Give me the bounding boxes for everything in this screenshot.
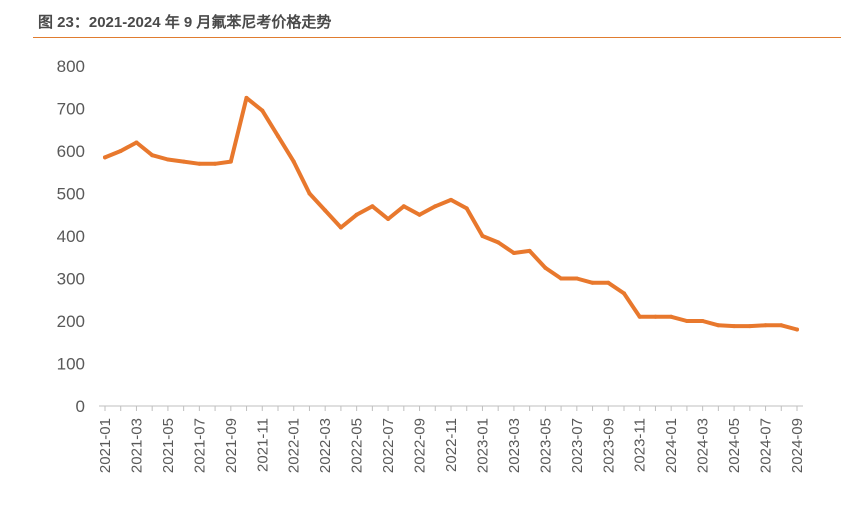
data-point [307, 191, 312, 196]
data-point [401, 204, 406, 209]
x-tick-label: 2021-11 [254, 418, 271, 472]
data-point [511, 251, 516, 255]
data-point [134, 140, 139, 145]
data-point [543, 265, 548, 270]
x-tick-label: 2021-09 [223, 418, 240, 473]
x-tick-label: 2022-07 [380, 418, 397, 473]
data-point [213, 161, 218, 166]
x-tick-label: 2022-09 [412, 418, 429, 473]
y-tick-label: 400 [57, 227, 85, 246]
y-axis: 0 100 200 300 400 500 600 700 800 [57, 57, 85, 416]
data-point [622, 291, 626, 296]
x-tick-label: 2022-11 [443, 418, 460, 472]
data-point [747, 324, 752, 329]
y-tick-label: 800 [57, 57, 85, 76]
data-point [386, 217, 391, 221]
data-point [700, 319, 705, 323]
x-tick-label: 2022-03 [317, 418, 334, 473]
data-point [150, 153, 155, 158]
data-point [118, 149, 123, 153]
data-point [637, 314, 642, 319]
y-tick-label: 200 [57, 312, 85, 331]
x-tick-label: 2024-05 [726, 418, 743, 473]
data-point [354, 212, 359, 217]
data-point [480, 234, 485, 238]
x-tick-label: 2021-03 [128, 418, 145, 473]
x-tick-label: 2023-11 [632, 418, 649, 472]
x-tick-label: 2022-05 [349, 418, 366, 473]
data-point [574, 276, 579, 281]
x-tick-label: 2023-09 [600, 418, 617, 473]
y-tick-label: 700 [57, 100, 85, 119]
x-tick-label: 2021-05 [160, 418, 177, 473]
data-point [496, 240, 501, 245]
x-tick-label: 2023-05 [537, 418, 554, 473]
data-point [763, 323, 768, 328]
data-point [464, 206, 469, 211]
data-point [338, 225, 343, 230]
data-point [559, 276, 564, 281]
data-point [103, 155, 107, 160]
data-point [449, 197, 453, 202]
x-tick-label: 2024-01 [663, 418, 680, 473]
x-tick-label: 2024-03 [695, 418, 712, 473]
data-point [669, 314, 674, 319]
data-point [606, 280, 611, 285]
y-tick-label: 600 [57, 142, 85, 161]
data-point [244, 95, 249, 100]
y-tick-label: 300 [57, 270, 85, 289]
data-point [260, 108, 265, 113]
data-point [527, 248, 532, 253]
x-tick-label: 2021-01 [97, 418, 114, 473]
data-point [323, 208, 328, 213]
data-point [590, 280, 595, 285]
x-tick-label: 2024-07 [758, 418, 775, 473]
data-point [795, 327, 799, 332]
data-point [732, 324, 737, 329]
y-tick-label: 0 [76, 397, 85, 416]
data-point [653, 314, 658, 319]
data-point [684, 319, 689, 323]
data-point [433, 204, 438, 209]
data-point [276, 134, 280, 139]
series-line [103, 95, 799, 332]
title-divider [33, 37, 841, 38]
x-tick-label: 2022-01 [286, 418, 303, 473]
figure-title: 图 23：2021-2024 年 9 月氟苯尼考价格走势 [38, 14, 332, 31]
x-tick-label: 2024-09 [789, 418, 806, 473]
data-point [779, 323, 784, 328]
series-layer [103, 95, 799, 332]
x-tick-label: 2023-03 [506, 418, 523, 473]
x-axis: 2021-01 2021-03 2021-05 2021-07 2021-09 2021-… [97, 405, 806, 473]
data-point [370, 204, 375, 209]
x-tick-label: 2023-07 [569, 418, 586, 473]
data-point [197, 161, 202, 166]
y-tick-label: 500 [57, 185, 85, 204]
data-point [181, 159, 186, 164]
data-point [716, 323, 721, 328]
data-point [417, 212, 422, 217]
x-tick-label: 2023-01 [474, 418, 491, 473]
x-tick-label: 2021-07 [191, 418, 208, 473]
data-point [228, 159, 233, 164]
y-tick-label: 100 [57, 355, 85, 374]
data-point [291, 159, 296, 164]
data-point [165, 157, 170, 162]
